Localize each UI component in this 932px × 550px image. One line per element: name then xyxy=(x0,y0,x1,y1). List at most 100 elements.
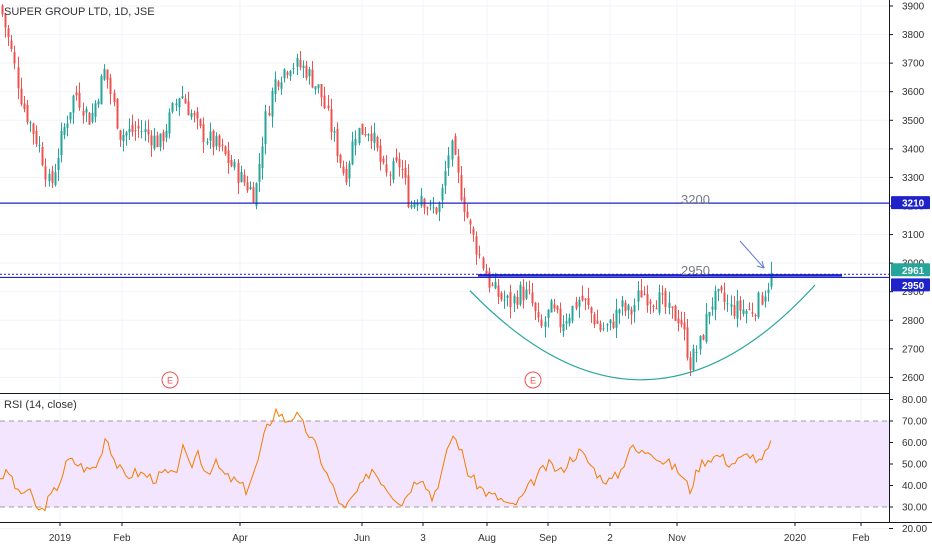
candle-body xyxy=(221,144,224,146)
price-tick-label: 2700 xyxy=(902,344,925,355)
candle-body xyxy=(206,141,209,144)
price-badges: 3210 2961 2950 xyxy=(891,196,930,292)
earnings-marker[interactable]: E xyxy=(524,371,542,389)
candle-body xyxy=(131,124,134,132)
candle-body xyxy=(106,69,109,80)
candle-body xyxy=(463,197,466,213)
candle-body xyxy=(472,228,475,235)
candle-body xyxy=(767,289,770,293)
candle-body xyxy=(637,290,640,302)
candle-body xyxy=(599,323,602,331)
rsi-tick-label: 30.00 xyxy=(902,503,927,514)
candle-body xyxy=(584,298,587,301)
candle-body xyxy=(258,163,261,182)
candle-body xyxy=(26,104,29,122)
candle-body xyxy=(426,207,429,209)
candle-body xyxy=(646,293,649,306)
candle-body xyxy=(252,187,255,203)
candle-body xyxy=(97,101,100,105)
candle-body xyxy=(711,306,714,310)
candle-body xyxy=(283,69,286,79)
earnings-marker[interactable]: E xyxy=(161,371,179,389)
candle-body xyxy=(66,123,69,128)
time-tick-label: 3 xyxy=(420,533,426,544)
annotation-3200[interactable]: 3200 xyxy=(681,192,710,207)
earnings-marker-label: E xyxy=(530,376,536,386)
candle-body xyxy=(392,161,395,180)
candle-body xyxy=(699,336,702,350)
candle-body xyxy=(305,65,308,78)
candle-body xyxy=(562,323,565,332)
candle-body xyxy=(661,293,664,295)
candle-body xyxy=(345,168,348,183)
candle-body xyxy=(109,77,112,94)
price-axis[interactable]: 3900380037003600350034003300320031003000… xyxy=(889,2,925,384)
candle-body xyxy=(671,306,674,309)
candle-body xyxy=(531,292,534,304)
candle-body xyxy=(168,112,171,134)
cup-curve[interactable] xyxy=(469,284,816,381)
candle-body xyxy=(500,293,503,300)
candle-body xyxy=(20,88,23,105)
arrow-annotation[interactable] xyxy=(739,240,765,269)
time-axis[interactable]: 2019 Feb Apr Jun 3 Aug Sep 2 Nov 2020 Feb xyxy=(49,522,870,544)
candle-body xyxy=(717,288,720,292)
candle-body xyxy=(578,299,581,307)
candle-body xyxy=(454,136,457,155)
candle-body xyxy=(680,320,683,325)
annotation-2950[interactable]: 2950 xyxy=(681,263,710,278)
candle-body xyxy=(159,133,162,147)
candle-body xyxy=(513,295,516,304)
candle-body xyxy=(683,322,686,330)
candle-body xyxy=(137,126,140,129)
candle-body xyxy=(658,292,661,313)
candle-body xyxy=(268,112,271,116)
candle-body xyxy=(240,171,243,182)
candle-body xyxy=(1,5,4,15)
time-tick-label: 2020 xyxy=(784,533,807,544)
candle-body xyxy=(165,130,168,138)
candle-body xyxy=(196,111,199,119)
candle-body xyxy=(237,163,240,183)
candle-body xyxy=(358,127,361,144)
candle-body xyxy=(404,167,407,178)
candle-body xyxy=(621,300,624,307)
rsi-label: RSI (14, close) xyxy=(4,399,77,411)
candle-body xyxy=(435,207,438,214)
candle-body xyxy=(38,144,41,146)
candle-body xyxy=(35,130,38,145)
candle-body xyxy=(100,76,103,105)
candle-body xyxy=(314,86,317,90)
candle-body xyxy=(401,169,404,171)
candle-body xyxy=(568,317,571,324)
candle-body xyxy=(82,110,85,116)
candle-body xyxy=(745,310,748,314)
chart-title: SUPER GROUP LTD, 1D, JSE xyxy=(4,6,155,18)
candle-body xyxy=(748,309,751,311)
candle-body xyxy=(668,302,671,308)
candle-body xyxy=(441,187,444,201)
rsi-tick-label: 40.00 xyxy=(902,481,927,492)
price-badge-label: 2950 xyxy=(902,281,925,292)
candle-body xyxy=(69,112,72,120)
price-tick-label: 3700 xyxy=(902,59,925,70)
candle-body xyxy=(537,311,540,318)
candle-body xyxy=(742,309,745,314)
candle-body xyxy=(559,308,562,328)
candle-body xyxy=(640,290,643,298)
candle-body xyxy=(413,202,416,208)
candle-body xyxy=(649,301,652,304)
candle-body xyxy=(296,57,299,67)
price-badge-bg xyxy=(891,278,930,292)
rsi-axis[interactable]: 80.00 70.00 60.00 50.00 40.00 30.00 20.00 xyxy=(889,395,927,535)
candle-body xyxy=(171,103,174,112)
candle-body xyxy=(147,129,150,135)
candle-body xyxy=(553,304,556,309)
candle-body xyxy=(726,303,729,305)
time-tick-label: Feb xyxy=(852,533,870,544)
candle-body xyxy=(593,314,596,325)
candle-body xyxy=(485,270,488,276)
candle-body xyxy=(686,327,689,359)
candle-body xyxy=(184,98,187,104)
